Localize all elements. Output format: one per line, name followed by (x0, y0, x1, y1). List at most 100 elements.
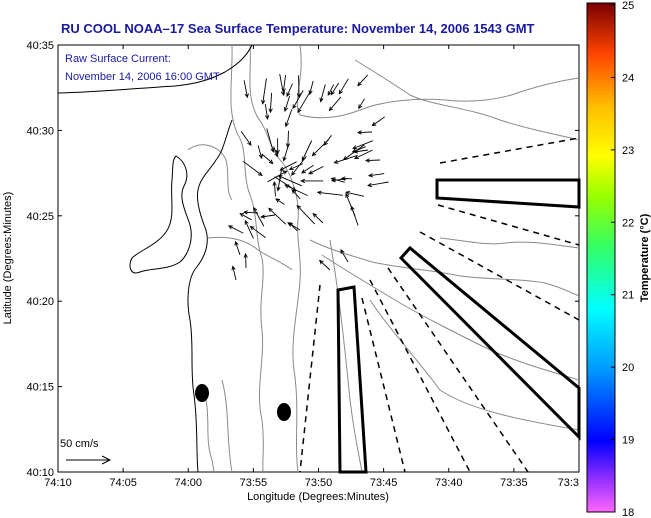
current-vector (285, 130, 291, 149)
current-vector (275, 198, 285, 205)
current-vector (357, 74, 369, 87)
current-vector (266, 128, 275, 153)
current-vector (312, 212, 324, 224)
current-vector (240, 130, 252, 146)
x-tick-label: 73:45 (370, 477, 398, 489)
current-vector (231, 265, 237, 281)
current-vector (276, 169, 282, 192)
chart-title: RU COOL NOAA–17 Sea Surface Temperature:… (61, 21, 535, 36)
x-tick-label: 73:55 (240, 477, 268, 489)
current-vector (257, 145, 263, 160)
y-axis-label: Latitude (Degrees:Minutes) (2, 192, 14, 325)
current-vector (296, 204, 316, 225)
current-vector (367, 173, 385, 178)
current-vector (274, 176, 297, 191)
colorbar-tick-label: 20 (622, 362, 634, 374)
current-vector (330, 178, 348, 183)
colorbar-tick-label: 21 (622, 290, 634, 302)
colorbar (586, 2, 616, 513)
x-tick-label: 73:3 (558, 477, 579, 489)
current-vector (338, 78, 349, 95)
x-axis-ticks: 74:10 74:05 74:00 73:55 73:50 73:45 73:40 73:35… (44, 45, 580, 489)
current-vector (297, 91, 311, 114)
current-vector (242, 210, 259, 215)
coastline (57, 44, 253, 473)
current-vector (264, 103, 270, 120)
current-vector (340, 249, 349, 263)
current-vector (301, 164, 314, 174)
colorbar-tick-label: 23 (622, 145, 634, 157)
current-vector (371, 116, 385, 127)
current-vector (316, 190, 343, 196)
colorbar-tick-label: 22 (622, 217, 634, 229)
current-vector (323, 135, 332, 146)
current-vector (281, 74, 287, 93)
current-vector (261, 78, 267, 105)
current-vector (350, 205, 359, 226)
plot-frame (57, 44, 580, 473)
current-vector (244, 219, 254, 239)
scale-label: 50 cm/s (60, 438, 99, 450)
current-vector (243, 252, 248, 269)
current-vector (243, 80, 249, 99)
x-tick-label: 73:50 (305, 477, 333, 489)
y-axis-ticks: 40:35 40:30 40:25 40:20 40:15 40:10 (26, 40, 579, 479)
current-vector (353, 149, 373, 159)
current-vector (261, 153, 274, 165)
current-vector (287, 222, 301, 231)
current-vector (253, 206, 265, 227)
x-tick-label: 74:05 (109, 477, 137, 489)
colorbar-tick-label: 19 (622, 435, 634, 447)
current-vector (242, 160, 263, 177)
annotation-line-1: Raw Surface Current: (65, 53, 171, 65)
current-vector (227, 225, 244, 234)
current-vector (279, 161, 297, 171)
y-tick-label: 40:20 (26, 296, 54, 308)
current-vector (234, 240, 241, 256)
current-vector (364, 158, 381, 163)
current-vector (272, 180, 277, 197)
current-vector (356, 130, 373, 135)
y-tick-label: 40:30 (26, 125, 54, 137)
current-vector (268, 92, 273, 114)
current-vector (260, 214, 276, 219)
x-axis-label: Longitude (Degrees:Minutes) (247, 491, 389, 503)
surface-current-vectors (227, 74, 389, 281)
x-tick-label: 73:40 (435, 477, 463, 489)
colorbar-label: Temperature (°C) (639, 213, 651, 302)
current-vector (267, 170, 288, 183)
colorbar-tick-label: 24 (622, 72, 634, 84)
current-vector (268, 207, 287, 225)
current-vector (288, 163, 304, 171)
x-tick-label: 73:35 (500, 477, 528, 489)
current-vector (284, 109, 293, 128)
scale-arrow (66, 455, 112, 465)
current-vector (358, 98, 365, 110)
colorbar-tick-label: 18 (622, 507, 634, 518)
current-vector (300, 178, 324, 184)
y-tick-label: 40:35 (26, 40, 54, 52)
current-vector (308, 165, 324, 175)
colorbar-tick-label: 25 (622, 0, 634, 12)
station-marker (195, 384, 209, 402)
colorbar-ticks: 25 24 23 22 21 20 19 18 (611, 0, 634, 518)
annotation-line-2: November 14, 2006 16:00 GMT (65, 71, 220, 83)
y-tick-label: 40:10 (26, 467, 54, 479)
current-vector (327, 84, 334, 97)
current-vector (286, 83, 293, 98)
y-tick-label: 40:25 (26, 211, 54, 223)
station-marker (277, 403, 291, 421)
x-tick-label: 74:10 (44, 477, 72, 489)
current-vector (283, 95, 291, 112)
y-tick-label: 40:15 (26, 382, 54, 394)
x-tick-label: 74:00 (174, 477, 202, 489)
current-vector (275, 138, 280, 155)
current-vector (308, 80, 314, 96)
sampling-region-outlines (299, 137, 581, 474)
current-vector (318, 259, 331, 271)
current-vector (239, 213, 252, 221)
current-vector (330, 82, 339, 96)
current-vector (301, 140, 313, 162)
current-vector (352, 140, 374, 150)
